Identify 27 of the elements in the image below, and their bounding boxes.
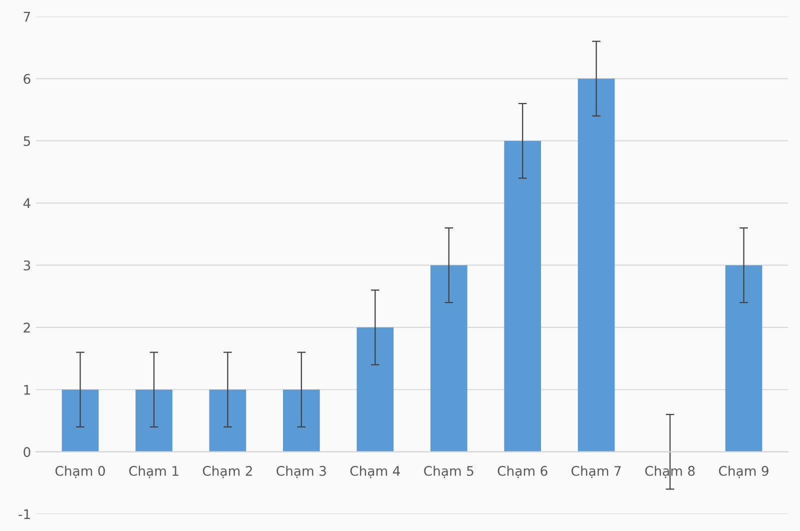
y-tick-label: 0: [24, 447, 30, 458]
x-tick-label: Chạm 9: [718, 466, 768, 478]
y-tick-label: 6: [24, 74, 30, 84]
y-tick-label: 3: [24, 260, 30, 270]
x-tick-label: Chạm 5: [424, 466, 474, 478]
x-tick-label: Chạm 3: [276, 466, 326, 478]
bar: [725, 265, 762, 452]
bar: [356, 327, 394, 452]
x-tick-label: Chạm 0: [55, 466, 105, 478]
x-tick-label: Chạm 6: [498, 466, 548, 478]
bar: [282, 390, 320, 452]
y-tick-label: 1: [24, 385, 30, 395]
y-tick-label: 5: [24, 136, 30, 146]
y-tick-label: 4: [23, 198, 30, 208]
y-tick-label: -1: [18, 509, 30, 520]
bar: [430, 265, 468, 452]
y-tick-label: 2: [24, 322, 30, 332]
x-tick-label: Chạm 1: [129, 466, 178, 478]
bar: [62, 390, 99, 452]
bar: [136, 390, 172, 452]
x-tick-label: Chạm 7: [572, 466, 621, 478]
x-tick-label: Chạm 4: [350, 466, 400, 478]
y-tick-label: 7: [24, 12, 30, 22]
bar: [209, 390, 246, 452]
bar: [578, 78, 615, 452]
x-tick-label: Chạm 2: [202, 466, 252, 478]
bar: [504, 140, 542, 452]
